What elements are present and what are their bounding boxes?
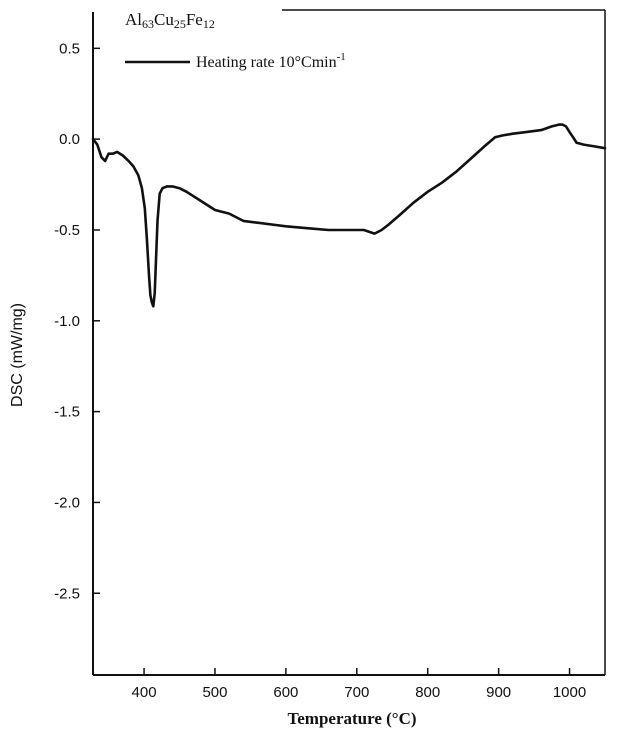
y-axis-title: DSC (mW/mg) — [9, 303, 26, 407]
x-axis-ticks: 400 500 600 700 800 900 1000 — [132, 668, 586, 701]
y-tick-label: -0.5 — [54, 222, 80, 239]
title-subscript-fe: 12 — [203, 17, 215, 31]
y-tick-label: 0.0 — [59, 131, 80, 148]
series-line-heating-rate — [91, 123, 607, 308]
title-element-cu: Cu — [154, 10, 174, 29]
legend-label-superscript: -1 — [337, 51, 346, 63]
chart-title: Al63Cu25Fe12 — [125, 10, 215, 31]
title-subscript-al: 63 — [142, 17, 154, 31]
y-tick-label: -1.0 — [54, 313, 80, 330]
title-element-al: Al — [125, 10, 142, 29]
legend: Heating rate 10°Cmin-1 — [125, 51, 346, 71]
x-axis-title: Temperature (°C) — [287, 709, 416, 728]
x-tick-label: 500 — [202, 684, 227, 701]
y-tick-label: -1.5 — [54, 404, 80, 421]
title-element-fe: Fe — [186, 10, 203, 29]
x-tick-label: 1000 — [553, 684, 586, 701]
x-tick-label: 600 — [273, 684, 298, 701]
x-tick-label: 700 — [344, 684, 369, 701]
x-tick-label: 800 — [415, 684, 440, 701]
legend-label: Heating rate 10°Cmin-1 — [196, 51, 346, 71]
title-subscript-cu: 25 — [174, 17, 186, 31]
y-axis-ticks: 0.5 0.0 -0.5 -1.0 -1.5 -2.0 -2.5 — [54, 40, 100, 602]
y-tick-label: -2.5 — [54, 585, 80, 602]
legend-label-text: Heating rate 10°Cmin — [196, 54, 337, 71]
y-tick-label: 0.5 — [59, 40, 80, 57]
y-tick-label: -2.0 — [54, 494, 80, 511]
x-tick-label: 400 — [132, 684, 157, 701]
x-tick-label: 900 — [486, 684, 511, 701]
plot-frame — [92, 9, 606, 676]
